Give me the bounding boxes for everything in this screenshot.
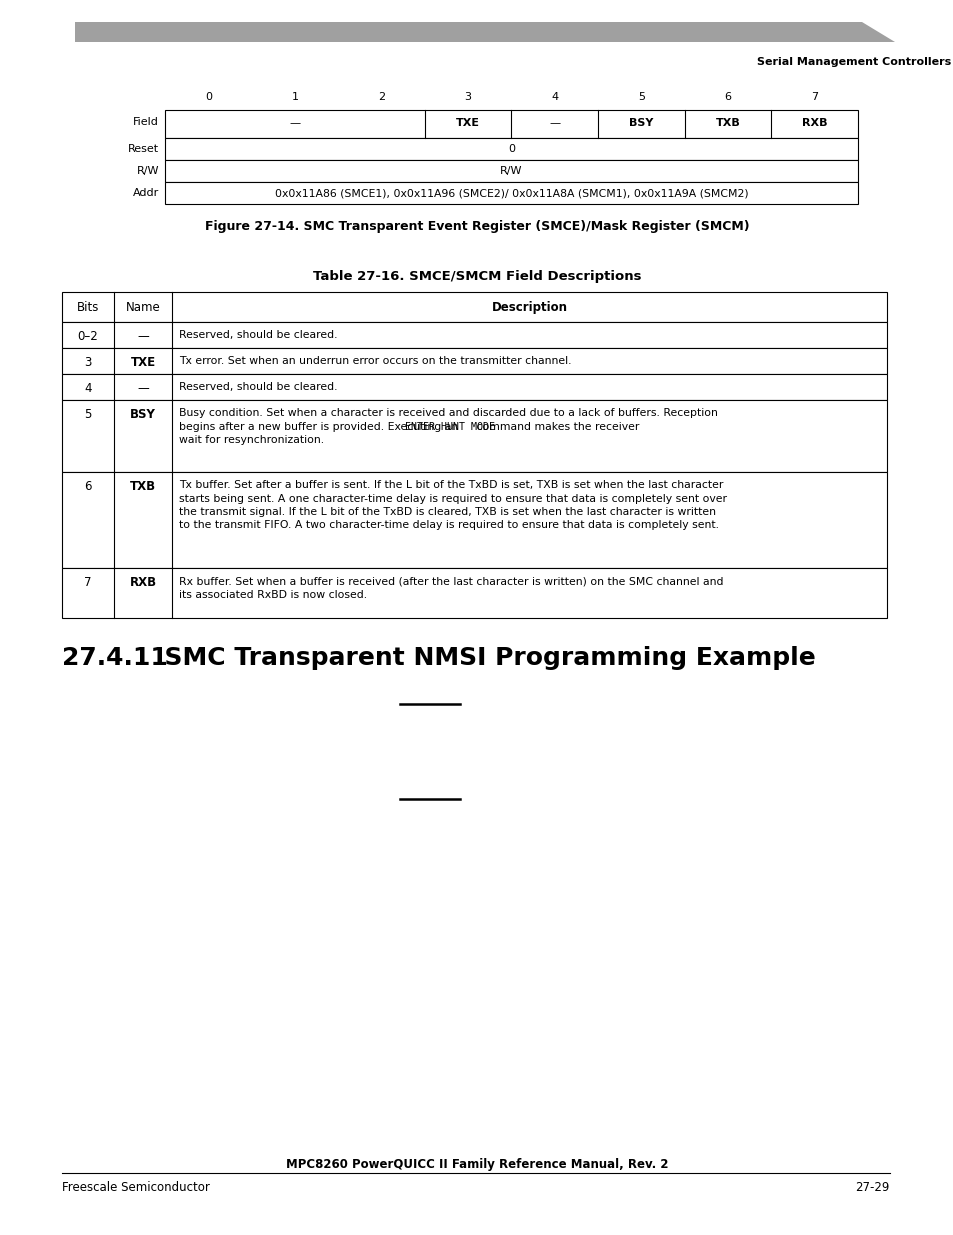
Text: Rx buffer. Set when a buffer is received (after the last character is written) o: Rx buffer. Set when a buffer is received… <box>179 576 722 585</box>
Text: Reserved, should be cleared.: Reserved, should be cleared. <box>179 330 337 340</box>
Text: Field: Field <box>133 117 159 127</box>
Text: SMC Transparent NMSI Programming Example: SMC Transparent NMSI Programming Example <box>147 646 815 671</box>
Text: 2: 2 <box>377 91 385 103</box>
Bar <box>62 291 886 322</box>
Bar <box>62 374 886 400</box>
Text: ENTER HUNT MODE: ENTER HUNT MODE <box>405 421 495 431</box>
Text: Reset: Reset <box>128 144 159 154</box>
Text: BSY: BSY <box>130 408 155 421</box>
Text: command makes the receiver: command makes the receiver <box>473 421 639 431</box>
Text: Description: Description <box>491 301 567 314</box>
Text: begins after a new buffer is provided. Executing an: begins after a new buffer is provided. E… <box>179 421 461 431</box>
Bar <box>62 472 886 568</box>
Text: to the transmit FIFO. A two character-time delay is required to ensure that data: to the transmit FIFO. A two character-ti… <box>179 520 719 531</box>
Text: 0–2: 0–2 <box>77 330 98 343</box>
Text: TXE: TXE <box>131 356 155 369</box>
Text: Table 27-16. SMCE/SMCM Field Descriptions: Table 27-16. SMCE/SMCM Field Description… <box>313 270 640 283</box>
Text: the transmit signal. If the L bit of the TxBD is cleared, TXB is set when the la: the transmit signal. If the L bit of the… <box>179 508 716 517</box>
Text: Figure 27-14. SMC Transparent Event Register (SMCE)/Mask Register (SMCM): Figure 27-14. SMC Transparent Event Regi… <box>205 220 748 233</box>
Text: 0: 0 <box>507 144 515 154</box>
Bar <box>62 568 886 618</box>
Text: —: — <box>137 382 149 395</box>
Text: Tx buffer. Set after a buffer is sent. If the L bit of the TxBD is set, TXB is s: Tx buffer. Set after a buffer is sent. I… <box>179 480 722 490</box>
Bar <box>165 110 857 138</box>
Text: its associated RxBD is now closed.: its associated RxBD is now closed. <box>179 589 367 599</box>
Text: —: — <box>549 119 559 128</box>
Text: 6: 6 <box>84 480 91 493</box>
Text: wait for resynchronization.: wait for resynchronization. <box>179 435 324 445</box>
Bar <box>62 348 886 374</box>
Bar <box>62 322 886 348</box>
Text: Freescale Semiconductor: Freescale Semiconductor <box>62 1181 210 1194</box>
Text: Addr: Addr <box>132 188 159 198</box>
Text: 7: 7 <box>810 91 818 103</box>
Text: 27.4.11: 27.4.11 <box>62 646 168 671</box>
Text: TXB: TXB <box>715 119 740 128</box>
Text: —: — <box>137 330 149 343</box>
Bar <box>165 161 857 182</box>
Text: starts being sent. A one character-time delay is required to ensure that data is: starts being sent. A one character-time … <box>179 494 726 504</box>
Polygon shape <box>75 22 894 42</box>
Text: 3: 3 <box>84 356 91 369</box>
Text: 4: 4 <box>551 91 558 103</box>
Text: TXE: TXE <box>456 119 479 128</box>
Text: TXB: TXB <box>130 480 156 493</box>
Text: R/W: R/W <box>499 165 522 177</box>
Text: 7: 7 <box>84 576 91 589</box>
Text: 1: 1 <box>291 91 298 103</box>
Bar <box>165 182 857 204</box>
Text: Serial Management Controllers (SMCs): Serial Management Controllers (SMCs) <box>757 57 953 67</box>
Text: —: — <box>289 119 300 128</box>
Text: R/W: R/W <box>136 165 159 177</box>
Text: BSY: BSY <box>629 119 653 128</box>
Text: 5: 5 <box>638 91 644 103</box>
Text: Tx error. Set when an underrun error occurs on the transmitter channel.: Tx error. Set when an underrun error occ… <box>179 356 571 366</box>
Bar <box>62 400 886 472</box>
Text: RXB: RXB <box>130 576 156 589</box>
Text: 0x0x11A86 (SMCE1), 0x0x11A96 (SMCE2)/ 0x0x11A8A (SMCM1), 0x0x11A9A (SMCM2): 0x0x11A86 (SMCE1), 0x0x11A96 (SMCE2)/ 0x… <box>274 188 747 198</box>
Text: Name: Name <box>126 301 160 314</box>
Text: MPC8260 PowerQUICC II Family Reference Manual, Rev. 2: MPC8260 PowerQUICC II Family Reference M… <box>286 1158 667 1171</box>
Text: 5: 5 <box>84 408 91 421</box>
Text: 27-29: 27-29 <box>855 1181 889 1194</box>
Text: Reserved, should be cleared.: Reserved, should be cleared. <box>179 382 337 391</box>
Text: Busy condition. Set when a character is received and discarded due to a lack of : Busy condition. Set when a character is … <box>179 408 717 417</box>
Bar <box>165 138 857 161</box>
Text: 6: 6 <box>723 91 731 103</box>
Text: 3: 3 <box>464 91 471 103</box>
Text: 0: 0 <box>205 91 212 103</box>
Text: RXB: RXB <box>801 119 826 128</box>
Text: 4: 4 <box>84 382 91 395</box>
Text: Bits: Bits <box>77 301 99 314</box>
